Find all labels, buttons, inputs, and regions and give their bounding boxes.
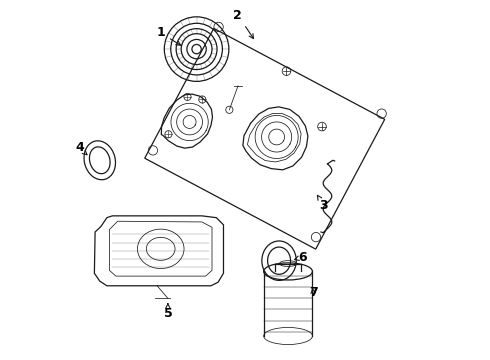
- Text: 5: 5: [164, 304, 172, 320]
- Text: 6: 6: [294, 251, 307, 264]
- Text: 4: 4: [75, 141, 87, 155]
- Text: 2: 2: [233, 9, 253, 39]
- Text: 3: 3: [318, 195, 328, 212]
- Text: 7: 7: [309, 287, 318, 300]
- Text: 1: 1: [156, 27, 181, 45]
